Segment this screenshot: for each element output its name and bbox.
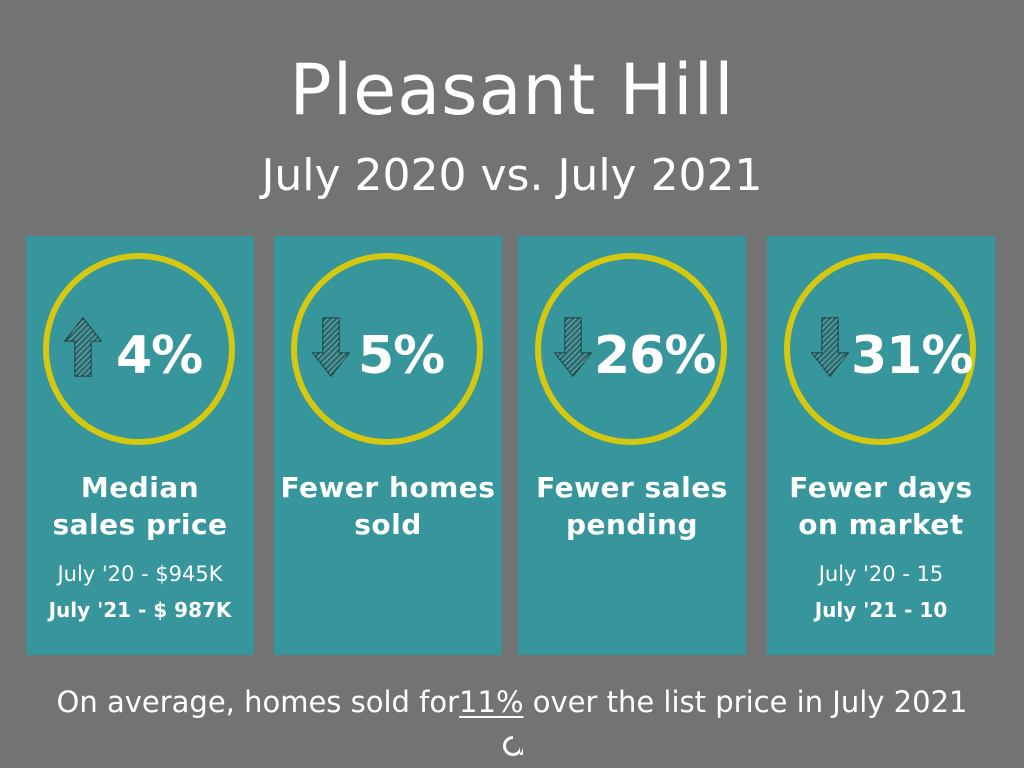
stat-label-line1: Median [80,471,200,504]
stat-label-line2: sales price [52,508,228,541]
stat-ring [535,253,727,445]
stat-percent: 4% [116,326,203,386]
stat-percent: 5% [358,326,445,386]
page-title: Pleasant Hill [289,49,735,131]
stat-card-homes-sold: 5% Fewer homes sold [274,236,502,655]
stat-label-line2: sold [354,508,422,541]
stat-card-days-on-market: 31% Fewer days on market July '20 - 15 J… [767,236,995,655]
footer-note: On average, homes sold for11% over the l… [0,682,1024,722]
stat-label-line1: Fewer homes [280,471,496,504]
arrow-down-icon [811,317,849,377]
stat-ring [43,253,235,445]
stat-detail-2021: July '21 - 10 [814,598,948,622]
stat-percent: 26% [594,326,716,386]
stat-detail-2020: July '20 - $945K [57,562,223,586]
stat-detail-2021: July '21 - $ 987K [48,598,232,622]
stat-ring [784,253,976,445]
arrow-down-icon [312,317,350,377]
page-subtitle: July 2020 vs. July 2021 [261,150,763,201]
footer-prefix: On average, homes sold for [56,685,460,719]
stat-detail-2020: July '20 - 15 [818,562,944,586]
stat-card-sales-pending: 26% Fewer sales pending [518,236,746,655]
stat-card-median-price: 4% Median sales price July '20 - $945K J… [26,236,254,655]
stat-percent: 31% [851,326,973,386]
arrow-up-icon [64,317,102,377]
stat-label-line1: Fewer days [789,471,973,504]
at-logo-icon [501,734,525,758]
stat-label-line2: pending [565,508,699,541]
footer-suffix: over the list price in July 2021 [523,685,968,719]
footer-highlight: 11% [459,685,524,719]
stat-label-line2: on market [798,508,964,541]
stat-ring [291,253,483,445]
arrow-down-icon [554,317,592,377]
stat-label-line1: Fewer sales [536,471,728,504]
